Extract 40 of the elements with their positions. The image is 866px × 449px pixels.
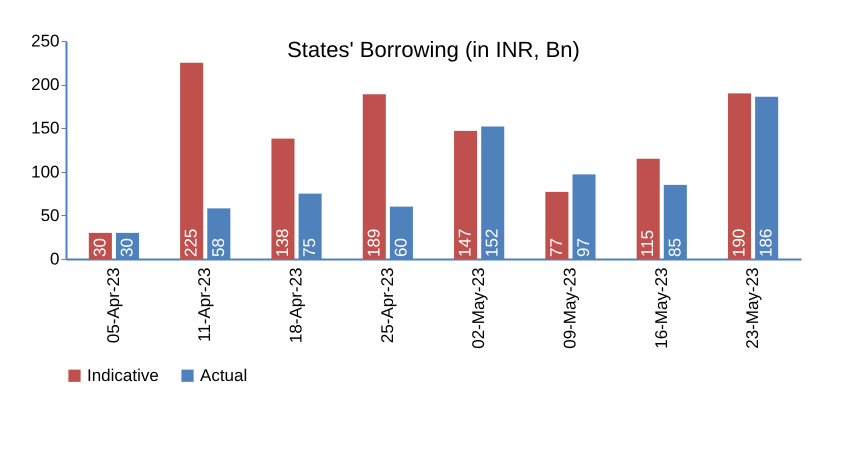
bar: [454, 130, 478, 259]
y-tick-label: 50: [40, 206, 60, 225]
data-label: 147: [456, 228, 475, 257]
x-tick-label: 16-May-23: [652, 268, 671, 349]
bar: [728, 93, 752, 259]
chart-title: States' Borrowing (in INR, Bn): [287, 37, 580, 62]
x-tick-label: 02-May-23: [469, 268, 488, 349]
bar: [636, 158, 660, 259]
data-label: 152: [482, 228, 502, 257]
data-label: 30: [90, 238, 110, 257]
x-tick-label: 09-May-23: [560, 268, 580, 349]
data-label: 225: [182, 228, 201, 257]
legend-label: Actual: [200, 366, 248, 385]
data-label: 30: [118, 238, 137, 257]
data-label: 97: [574, 238, 594, 257]
y-tick-label: 150: [31, 118, 60, 138]
y-tick-label: 0: [50, 250, 60, 268]
data-label: 77: [546, 238, 566, 257]
data-label: 189: [364, 228, 384, 257]
data-label: 58: [208, 238, 228, 257]
legend-label: Indicative: [87, 366, 159, 385]
bar: [271, 138, 295, 259]
x-tick-label: 23-May-23: [743, 268, 762, 349]
data-label: 190: [729, 228, 748, 257]
data-label: 115: [638, 230, 658, 257]
data-label: 186: [756, 228, 776, 257]
data-label: 75: [300, 238, 320, 257]
bar: [362, 94, 386, 259]
y-tick-label: 250: [31, 32, 60, 50]
x-tick-label: 05-Apr-23: [104, 268, 123, 344]
y-tick-label: 100: [31, 162, 60, 182]
y-tick-label: 200: [31, 75, 60, 94]
x-tick-label: 25-Apr-23: [378, 268, 397, 344]
bar: [545, 192, 568, 259]
data-label: 85: [665, 238, 684, 257]
bar: [180, 62, 204, 259]
data-label: 60: [391, 238, 410, 257]
x-tick-label: 18-Apr-23: [286, 268, 306, 344]
data-label: 138: [272, 228, 292, 257]
x-tick-label: 11-Apr-23: [195, 268, 214, 342]
